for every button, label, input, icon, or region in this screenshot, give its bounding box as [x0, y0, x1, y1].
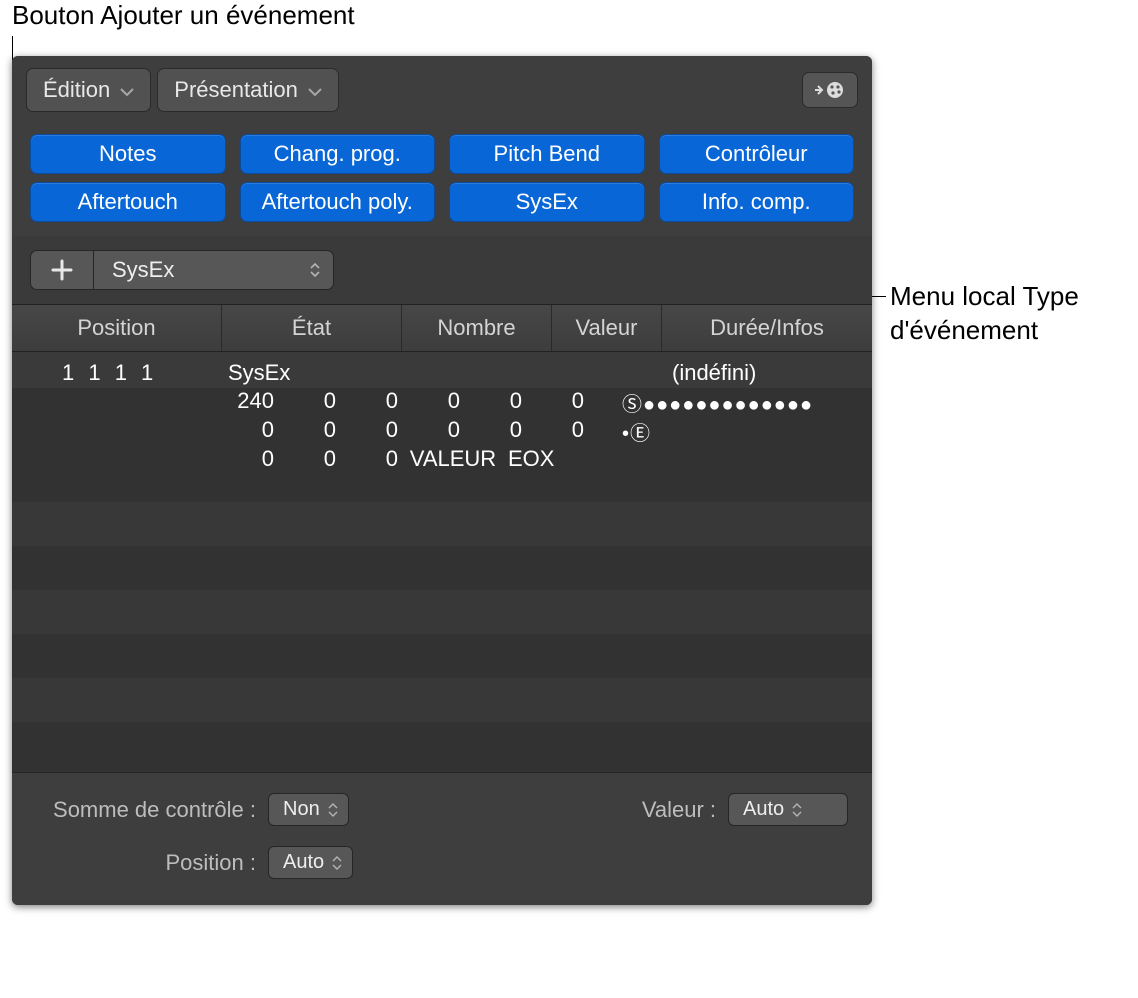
add-event-row: SysEx	[12, 236, 872, 304]
add-event-button[interactable]	[30, 250, 94, 290]
byte[interactable]: 0	[470, 417, 532, 446]
filter-meta[interactable]: Info. comp.	[659, 182, 855, 222]
byte[interactable]: 0	[346, 446, 408, 472]
event-duration[interactable]: (indéfini)	[662, 360, 872, 386]
value-label: Valeur :	[642, 797, 716, 823]
byte[interactable]: 240	[222, 388, 284, 417]
event-data-area: 1 1 1 1 SysEx (indéfini) 240 0 0 0 0 0 Ⓢ…	[12, 352, 872, 772]
byte[interactable]: 0	[532, 417, 594, 446]
col-valeur[interactable]: Valeur	[552, 305, 662, 351]
edit-menu-label: Édition	[43, 77, 110, 103]
edit-menu[interactable]: Édition	[26, 68, 151, 112]
plus-icon	[49, 257, 75, 283]
callout-type-menu: Menu local Type d'événement	[890, 280, 1130, 348]
event-value[interactable]	[552, 360, 662, 386]
checksum-select[interactable]: Non	[268, 793, 349, 826]
checksum-label: Somme de contrôle :	[36, 797, 256, 823]
chevron-down-icon	[120, 77, 134, 103]
chevron-down-icon	[308, 77, 322, 103]
sysex-bytes-row-1[interactable]: 240 0 0 0 0 0 Ⓢ●●●●●●●●●●●●●	[12, 388, 872, 417]
event-filter-grid: Notes Chang. prog. Pitch Bend Contrôleur…	[12, 124, 872, 236]
col-etat[interactable]: État	[222, 305, 402, 351]
event-row[interactable]: 1 1 1 1 SysEx (indéfini)	[12, 352, 872, 388]
filter-program-change[interactable]: Chang. prog.	[240, 134, 436, 174]
col-nombre[interactable]: Nombre	[402, 305, 552, 351]
callout-right-line1: Menu local Type	[890, 281, 1079, 311]
sysex-dots: •Ⓔ	[594, 417, 872, 446]
palette-button[interactable]	[802, 72, 858, 108]
updown-icon	[332, 855, 342, 871]
sysex-bytes-row-3[interactable]: 0 0 0 VALEUR EOX	[12, 446, 872, 472]
column-headers: Position État Nombre Valeur Durée/Infos	[12, 304, 872, 352]
byte[interactable]: 0	[408, 417, 470, 446]
byte[interactable]: 0	[346, 388, 408, 417]
byte[interactable]: 0	[470, 388, 532, 417]
value-select[interactable]: Auto	[728, 793, 848, 826]
footer-controls: Somme de contrôle : Non Valeur : Auto Po…	[12, 772, 872, 905]
filter-notes[interactable]: Notes	[30, 134, 226, 174]
updown-icon	[792, 802, 802, 818]
filter-pitch-bend[interactable]: Pitch Bend	[449, 134, 645, 174]
event-status[interactable]: SysEx	[222, 360, 402, 386]
callout-right-line2: d'événement	[890, 315, 1038, 345]
col-duree[interactable]: Durée/Infos	[662, 305, 872, 351]
col-position[interactable]: Position	[12, 305, 222, 351]
event-number[interactable]	[402, 360, 552, 386]
view-menu-label: Présentation	[174, 77, 298, 103]
byte[interactable]: 0	[284, 417, 346, 446]
byte-label-valeur[interactable]: VALEUR	[408, 446, 508, 472]
byte[interactable]: 0	[284, 446, 346, 472]
byte[interactable]: 0	[532, 388, 594, 417]
sysex-dots: Ⓢ●●●●●●●●●●●●●	[594, 388, 872, 417]
position-label: Position :	[36, 850, 256, 876]
value-value: Auto	[743, 798, 784, 821]
position-value: Auto	[283, 851, 324, 874]
filter-aftertouch[interactable]: Aftertouch	[30, 182, 226, 222]
byte[interactable]: 0	[222, 417, 284, 446]
byte[interactable]: 0	[408, 388, 470, 417]
position-select[interactable]: Auto	[268, 846, 353, 879]
filter-controller[interactable]: Contrôleur	[659, 134, 855, 174]
filter-aftertouch-poly[interactable]: Aftertouch poly.	[240, 182, 436, 222]
byte[interactable]: 0	[346, 417, 408, 446]
updown-icon	[309, 261, 321, 279]
filter-sysex[interactable]: SysEx	[449, 182, 645, 222]
byte-label-eox[interactable]: EOX	[508, 446, 578, 472]
event-type-select[interactable]: SysEx	[94, 250, 334, 290]
byte[interactable]: 0	[284, 388, 346, 417]
checksum-value: Non	[283, 798, 320, 821]
updown-icon	[328, 802, 338, 818]
palette-icon	[813, 79, 847, 101]
callout-add-event: Bouton Ajouter un événement	[12, 0, 355, 31]
toolbar: Édition Présentation	[12, 56, 872, 124]
event-position[interactable]: 1 1 1 1	[12, 360, 222, 386]
view-menu[interactable]: Présentation	[157, 68, 339, 112]
byte[interactable]: 0	[222, 446, 284, 472]
event-type-value: SysEx	[112, 257, 174, 283]
sysex-bytes-row-2[interactable]: 0 0 0 0 0 0 •Ⓔ	[12, 417, 872, 446]
event-list-panel: Édition Présentation Notes	[12, 56, 872, 905]
